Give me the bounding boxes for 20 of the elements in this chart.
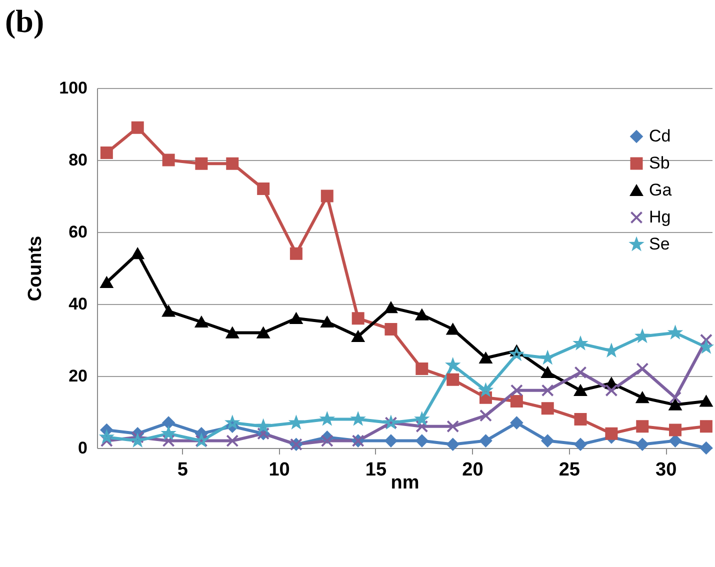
y-tick-label: 100 xyxy=(59,78,88,98)
legend-label: Sb xyxy=(649,154,670,172)
x-tick-label: 10 xyxy=(268,460,290,480)
y-tick-label: 40 xyxy=(68,294,88,314)
x-tick-label: 30 xyxy=(656,460,677,480)
x-tick-label: 15 xyxy=(365,460,387,480)
legend-label: Hg xyxy=(649,208,671,226)
x-tick-label: 5 xyxy=(177,460,188,480)
y-tick-label: 80 xyxy=(68,150,88,170)
x-tick-label: 20 xyxy=(462,460,484,480)
x-tick-label: 25 xyxy=(558,460,580,480)
y-tick-label: 60 xyxy=(68,222,88,242)
legend-label: Cd xyxy=(649,126,671,146)
y-tick-label: 20 xyxy=(68,366,88,386)
chart-title: (b) xyxy=(5,3,44,39)
legend-label: Ga xyxy=(649,180,672,200)
y-axis-title: Counts xyxy=(25,236,46,302)
legend-label: Se xyxy=(649,234,670,254)
x-axis-title: nm xyxy=(390,472,420,494)
y-tick-label: 0 xyxy=(78,438,88,458)
